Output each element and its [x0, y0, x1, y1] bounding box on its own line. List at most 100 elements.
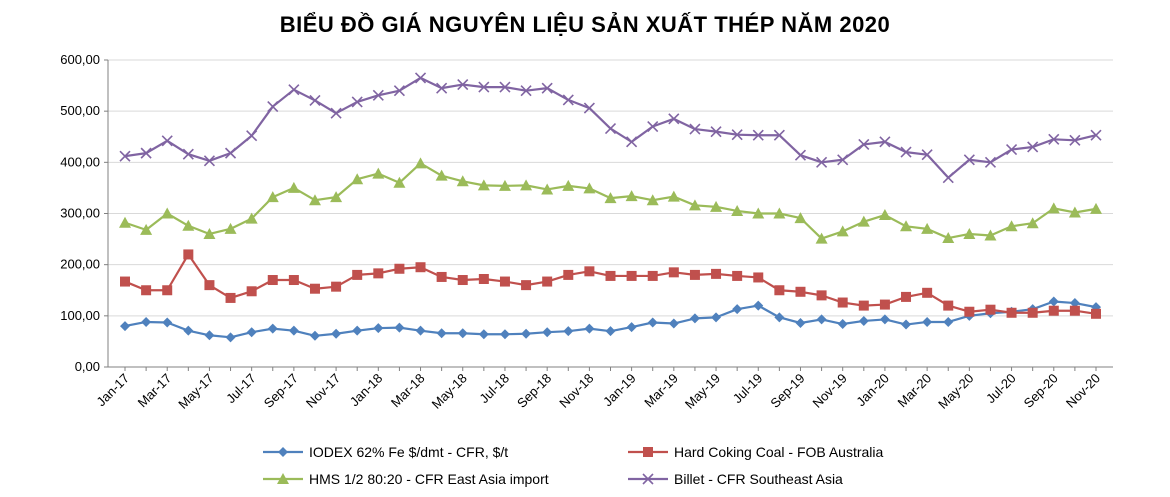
- data-point: [140, 147, 152, 159]
- data-point: [879, 136, 891, 148]
- data-point: [562, 179, 575, 191]
- data-point: [499, 276, 510, 287]
- data-point: [478, 81, 490, 93]
- data-point: [604, 122, 617, 135]
- data-point: [922, 287, 933, 298]
- data-point: [224, 147, 237, 159]
- data-point: [309, 94, 321, 106]
- data-point: [267, 100, 279, 113]
- y-tick-label: 600,00: [60, 52, 100, 67]
- data-point: [1048, 296, 1059, 307]
- data-point: [246, 327, 257, 338]
- data-point: [795, 286, 806, 297]
- data-point: [331, 281, 342, 292]
- data-point: [520, 179, 533, 191]
- data-point: [795, 317, 806, 328]
- data-point: [837, 297, 848, 308]
- data-point: [837, 154, 849, 166]
- data-point: [478, 329, 489, 340]
- x-tick-label: Jan-18: [347, 371, 386, 410]
- data-point: [373, 268, 384, 279]
- x-tick-label: Sep-20: [1021, 371, 1061, 411]
- data-point: [352, 269, 363, 280]
- data-point: [626, 322, 637, 333]
- data-point: [162, 285, 173, 296]
- data-point-stroke: [1005, 143, 1018, 156]
- legend-entry: Hard Coking Coal - FOB Australia: [628, 444, 884, 460]
- data-point: [183, 325, 194, 336]
- data-point-stroke: [647, 120, 659, 133]
- data-point: [1090, 129, 1102, 141]
- data-point-stroke: [267, 100, 279, 113]
- data-point: [120, 276, 130, 287]
- y-tick-label: 500,00: [60, 103, 100, 118]
- data-point: [1027, 307, 1038, 318]
- data-point: [858, 315, 869, 326]
- data-point: [542, 276, 553, 287]
- x-tick-label: Jul-20: [983, 371, 1019, 407]
- data-point-stroke: [731, 129, 743, 141]
- data-point: [309, 330, 320, 341]
- legend: IODEX 62% Fe $/dmt - CFR, $/t Hard Coking…: [263, 444, 884, 487]
- data-point: [942, 172, 954, 184]
- series-lines: [119, 72, 1102, 343]
- data-point-stroke: [626, 136, 638, 148]
- data-point: [521, 328, 532, 339]
- series-4: [119, 72, 1102, 184]
- data-point: [414, 72, 427, 84]
- data-point: [352, 325, 363, 336]
- data-point-stroke: [309, 94, 321, 106]
- data-point-stroke: [182, 148, 194, 160]
- data-point: [984, 229, 997, 241]
- data-point: [183, 249, 194, 260]
- data-point: [288, 84, 300, 96]
- data-point: [119, 150, 131, 162]
- data-point-stroke: [541, 82, 553, 94]
- data-point: [330, 107, 342, 119]
- x-tick-label: Jan-19: [600, 371, 639, 410]
- data-point-stroke: [1090, 129, 1102, 141]
- data-point: [711, 268, 722, 279]
- data-point-stroke: [224, 147, 237, 159]
- data-point: [837, 319, 848, 330]
- y-tick-label: 300,00: [60, 206, 100, 221]
- data-point: [277, 473, 289, 484]
- data-point: [858, 138, 870, 150]
- data-point-stroke: [773, 129, 785, 141]
- x-tick-label: Jul-19: [730, 371, 766, 407]
- data-point: [246, 286, 257, 297]
- data-point: [943, 300, 954, 311]
- data-point-stroke: [752, 129, 764, 141]
- data-point: [1069, 134, 1081, 146]
- data-point: [921, 149, 933, 161]
- legend-label: HMS 1/2 80:20 - CFR East Asia import: [309, 471, 549, 487]
- data-point-stroke: [900, 146, 912, 158]
- x-tick-label: Jul-18: [476, 371, 512, 407]
- data-point: [689, 269, 700, 280]
- data-point: [964, 306, 975, 317]
- data-point: [922, 316, 933, 327]
- chart-title: BIỂU ĐỒ GIÁ NGUYÊN LIỆU SẢN XUẤT THÉP NĂ…: [279, 12, 891, 37]
- data-point-stroke: [499, 81, 511, 93]
- data-point-stroke: [330, 107, 342, 119]
- data-point: [456, 175, 469, 187]
- data-point: [625, 190, 638, 202]
- data-point: [541, 82, 553, 94]
- data-point: [1091, 308, 1101, 319]
- data-point-stroke: [372, 89, 384, 101]
- data-point: [815, 232, 828, 244]
- data-point: [498, 179, 511, 191]
- data-point: [436, 328, 447, 339]
- data-point: [309, 283, 320, 294]
- data-point: [773, 207, 786, 219]
- data-point: [162, 317, 173, 328]
- data-point: [1005, 143, 1018, 156]
- data-point-stroke: [246, 130, 258, 142]
- data-point: [203, 227, 216, 239]
- data-point: [689, 123, 701, 135]
- data-point: [266, 191, 279, 203]
- data-point: [372, 89, 384, 101]
- x-tick-label: Mar-20: [895, 371, 935, 411]
- data-point: [436, 271, 447, 282]
- data-point: [1048, 305, 1059, 316]
